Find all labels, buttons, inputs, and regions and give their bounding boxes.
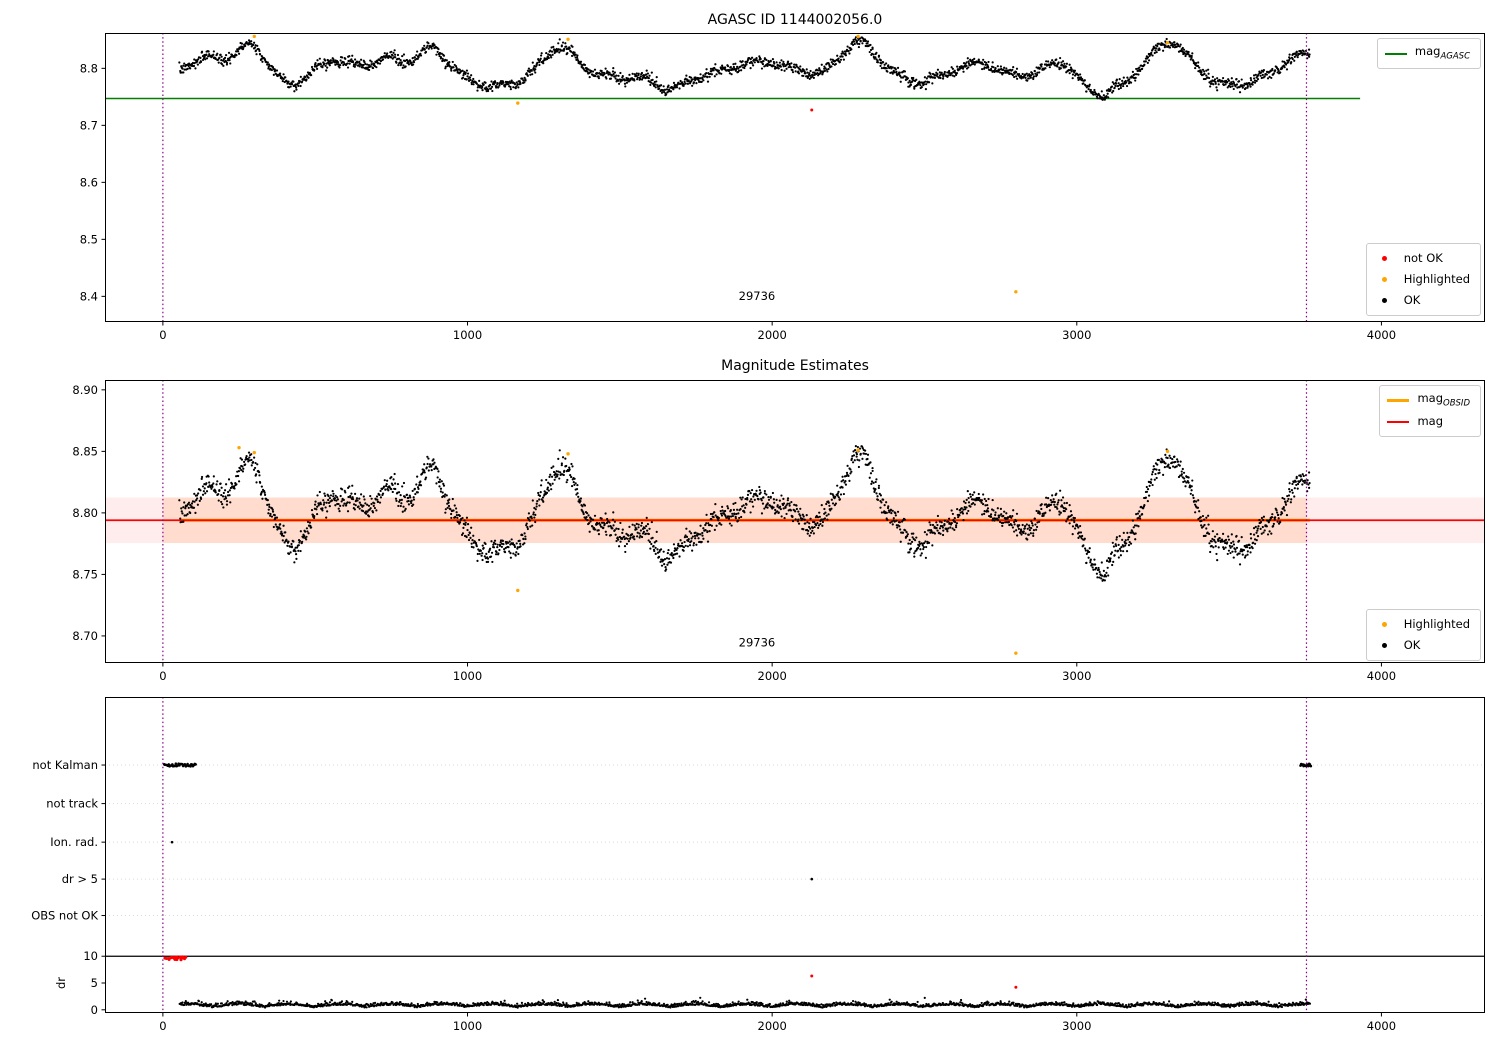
legend-line-swatch [1386, 420, 1410, 423]
legend-entry: Highlighted [1373, 269, 1470, 290]
legend-label: mag [1417, 413, 1444, 428]
legend-entry: OK [1373, 290, 1470, 311]
flags-dr-plot [0, 686, 1500, 1050]
legend-magnitude-estimates-bottom-right: Highlighted OK [1365, 609, 1481, 661]
legend-entry: mag [1386, 411, 1470, 432]
magnitude-estimates-plot [0, 352, 1500, 686]
legend-label: OK [1403, 292, 1421, 307]
legend-label: not OK [1403, 250, 1443, 265]
agasc-mag-plot [0, 0, 1500, 352]
legend-label: magOBSID [1417, 391, 1470, 409]
legend-magnitude-estimates-top-right: magOBSID mag [1379, 385, 1481, 437]
legend-entry: magAGASC [1384, 43, 1470, 64]
legend-dot-swatch [1373, 256, 1397, 261]
legend-line-swatch [1386, 399, 1410, 402]
legend-label: Highlighted [1403, 616, 1470, 631]
chart-title-agasc: AGASC ID 1144002056.0 [707, 12, 883, 28]
legend-dot-swatch [1373, 277, 1397, 282]
legend-label: Highlighted [1403, 271, 1470, 286]
chart-title-magnitude-estimates: Magnitude Estimates [721, 358, 869, 374]
legend-entry: Highlighted [1373, 614, 1470, 635]
legend-dot-swatch [1373, 622, 1397, 627]
legend-entry: OK [1373, 635, 1470, 656]
legend-dot-swatch [1373, 298, 1397, 303]
legend-agasc-mag-bottom-right: not OK Highlighted OK [1365, 243, 1481, 316]
legend-agasc-mag-top-right: magAGASC [1376, 38, 1481, 69]
legend-entry: not OK [1373, 248, 1470, 269]
legend-entry: magOBSID [1386, 390, 1470, 411]
legend-label: magAGASC [1414, 44, 1470, 62]
legend-dot-swatch [1373, 643, 1397, 648]
legend-label: OK [1403, 637, 1421, 652]
legend-line-swatch [1384, 52, 1408, 55]
